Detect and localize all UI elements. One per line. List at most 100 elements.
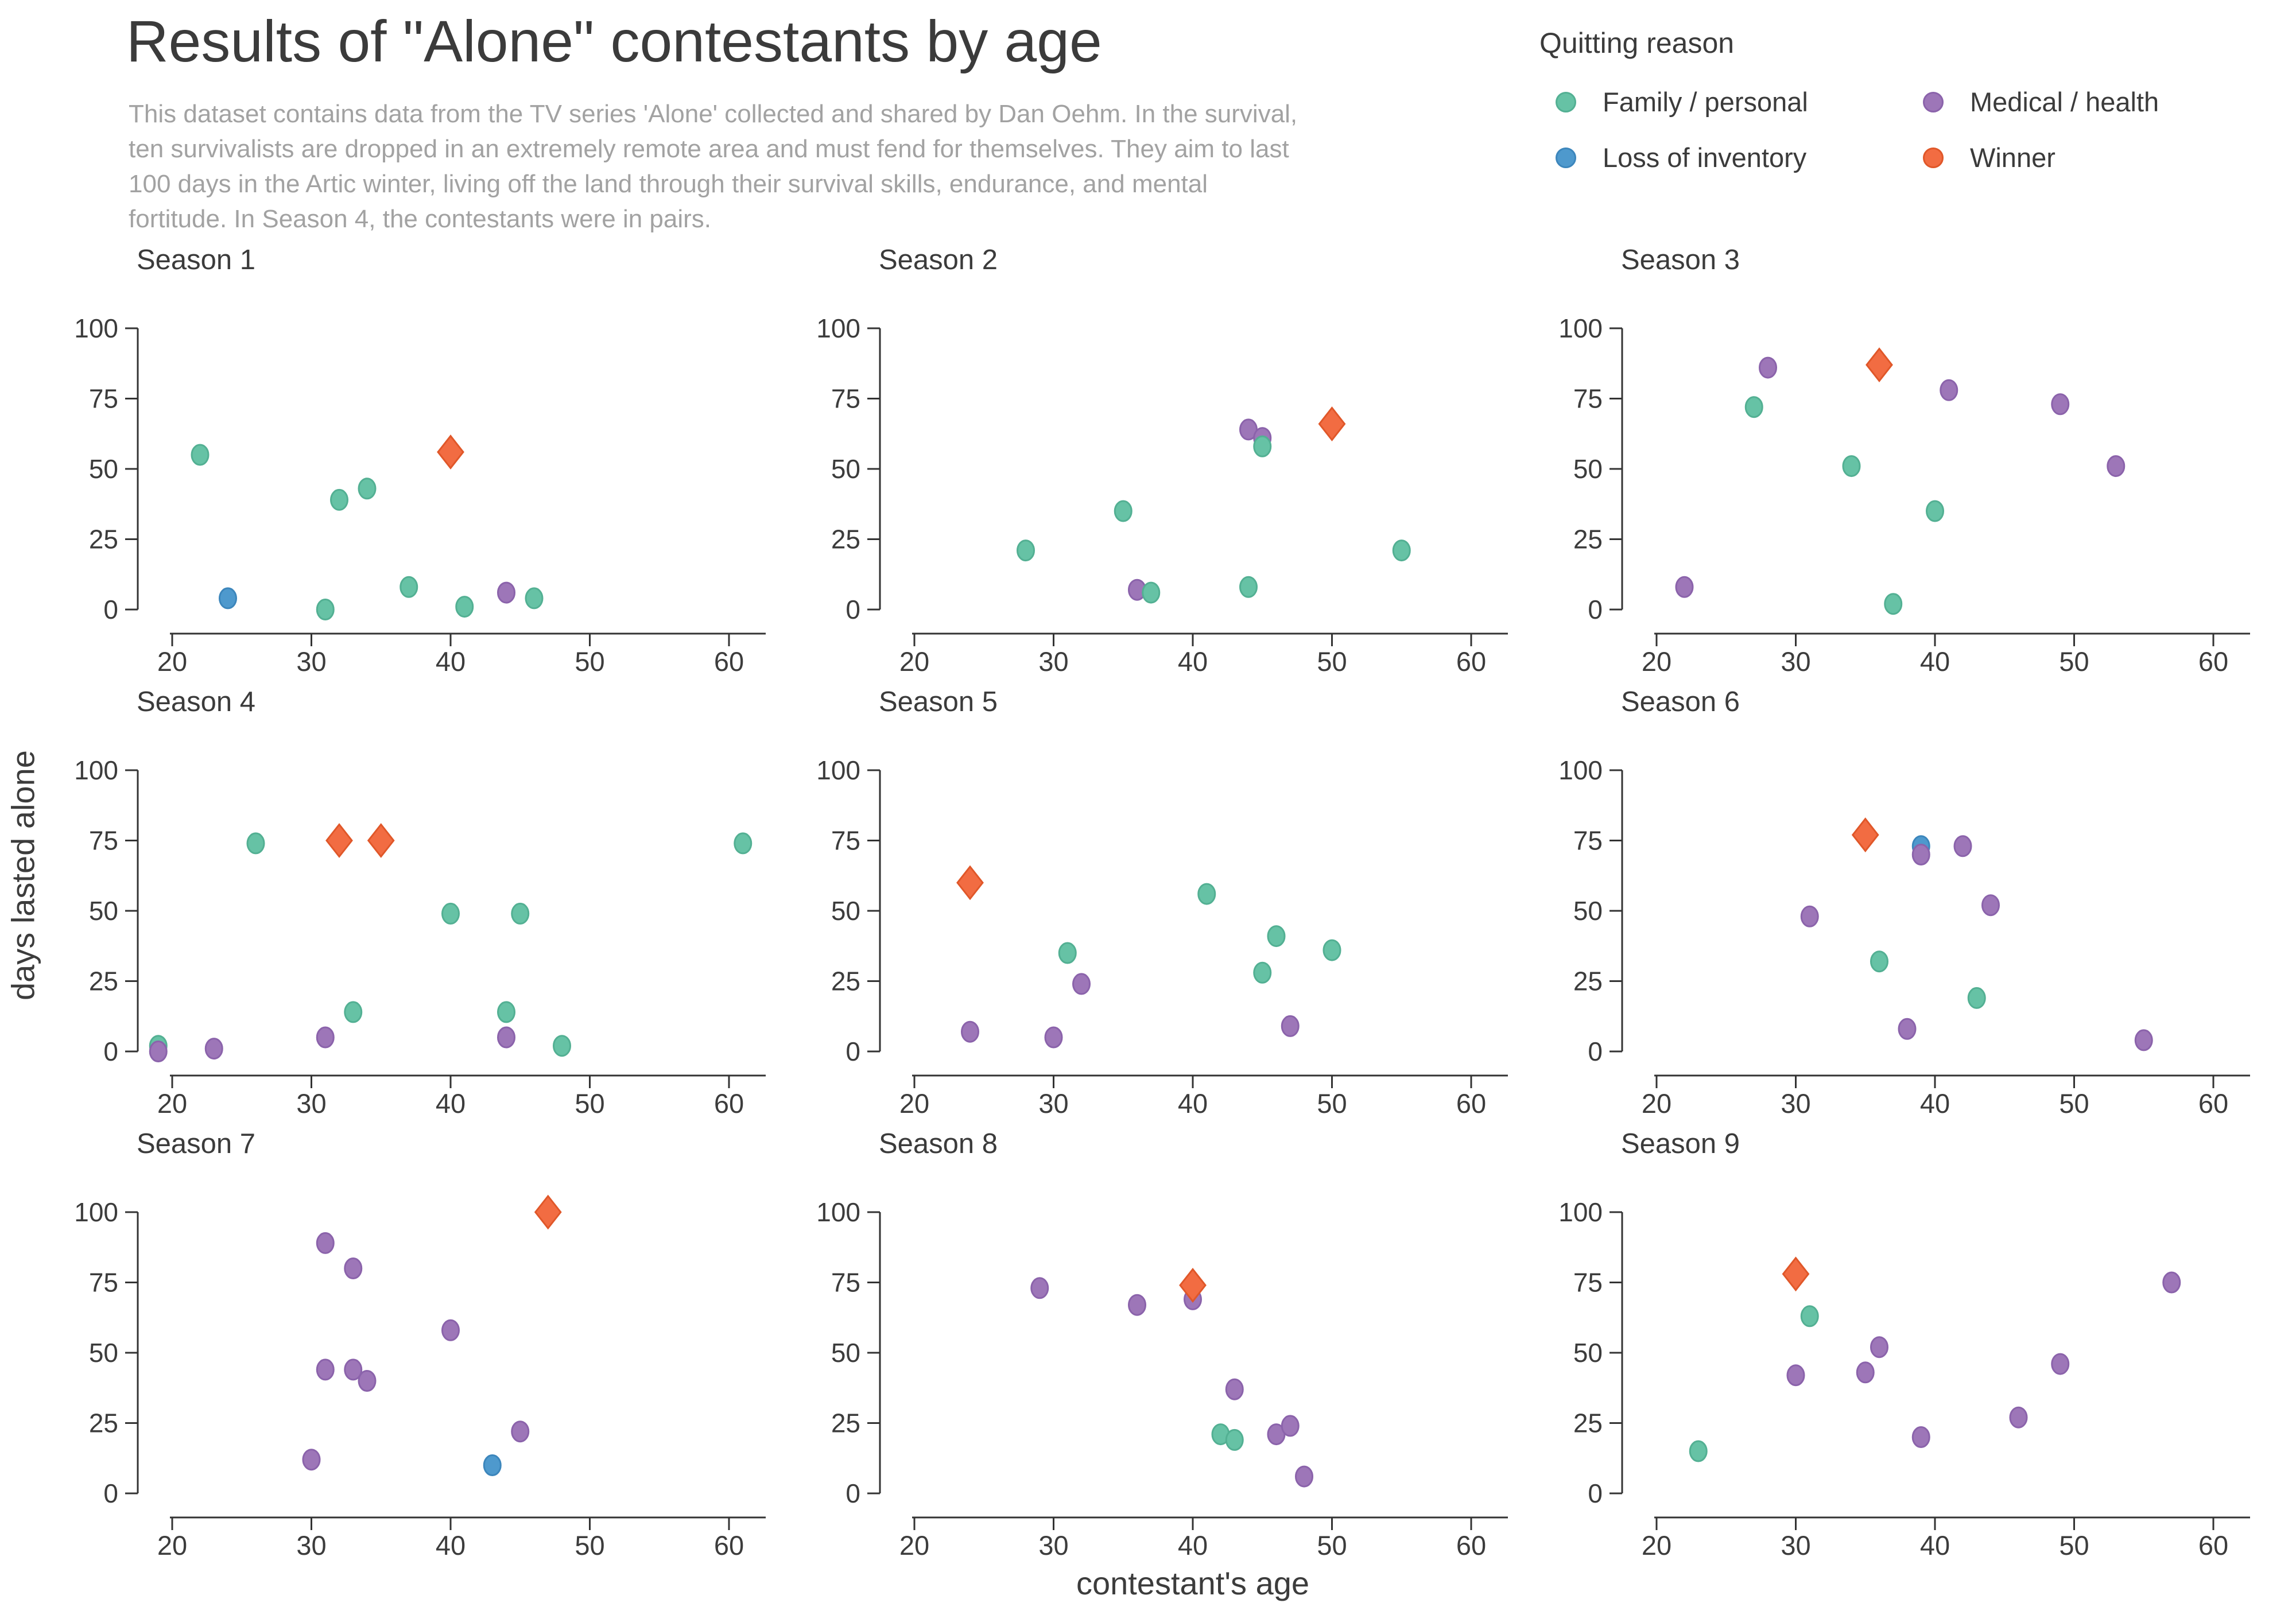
data-point-family (1842, 455, 1861, 478)
data-point-family (1114, 500, 1133, 522)
legend-item-label: Medical / health (1970, 87, 2159, 117)
x-tick-label: 60 (714, 1088, 744, 1119)
y-tick-label: 0 (103, 1037, 118, 1066)
data-point-medical (1911, 844, 1930, 865)
x-axis: 20 30 40 50 60 (1642, 1516, 2250, 1561)
data-point-medical (441, 1319, 460, 1341)
x-tick-label: 40 (1178, 1088, 1208, 1119)
legend-item-family: Family / personal (1539, 86, 1907, 118)
facet-grid: Season 1 0 25 50 75 100 20 30 40 50 60 Season 2 0 25 5… (69, 244, 2295, 1570)
y-tick-label: 25 (831, 525, 860, 554)
data-point-family (1870, 950, 1888, 973)
data-point-medical (961, 1020, 979, 1043)
data-point-family (1197, 883, 1216, 905)
x-tick-label: 60 (714, 646, 744, 677)
y-axis: 0 25 50 75 100 (816, 313, 881, 624)
data-point-family (497, 1001, 515, 1023)
loss-of-inventory-swatch-icon (1556, 147, 1576, 168)
data-point-family (455, 596, 474, 618)
data-point-family (1926, 500, 1944, 522)
legend-item-label: Winner (1970, 142, 2055, 173)
subtitle-line: ten survivalists are dropped in an extre… (129, 135, 1289, 163)
data-point-winner (1179, 1267, 1207, 1303)
data-point-medical (1281, 1015, 1300, 1037)
x-tick-label: 30 (296, 1530, 326, 1561)
x-tick-label: 40 (1920, 646, 1950, 677)
x-tick-label: 20 (157, 646, 187, 677)
facet-title: Season 6 (1621, 686, 1740, 717)
page-subtitle: This dataset contains data from the TV s… (129, 96, 1297, 236)
facet-title: Season 2 (879, 244, 998, 275)
data-point-medical (204, 1038, 223, 1060)
subtitle-line: fortitude. In Season 4, the contestants … (129, 205, 712, 233)
data-point-family (1142, 581, 1161, 604)
medical-health-swatch-icon (1923, 91, 1944, 112)
data-point-medical (497, 1026, 515, 1049)
x-tick-label: 50 (575, 646, 604, 677)
facet-season-2: Season 2 0 25 50 75 100 20 30 40 50 60 (811, 244, 1553, 686)
data-point-medical (1870, 1336, 1888, 1358)
data-point-medical (1911, 1426, 1930, 1448)
facet-plot: 0 25 50 75 100 20 30 40 50 60 (816, 755, 1508, 1119)
winner-swatch-icon (1923, 147, 1944, 168)
data-point-medical (2162, 1271, 2181, 1294)
facet-season-4: Season 4 0 25 50 75 100 20 30 40 50 60 (69, 686, 811, 1128)
data-point-family (1689, 1440, 1708, 1462)
x-tick-label: 30 (1038, 646, 1068, 677)
data-point-family (1800, 1305, 1819, 1327)
facet-title: Season 8 (879, 1128, 998, 1159)
y-tick-label: 0 (846, 595, 860, 624)
data-point-medical (2134, 1029, 2153, 1051)
y-axis: 0 25 50 75 100 (74, 755, 139, 1066)
data-point-family (1267, 925, 1286, 948)
y-tick-label: 75 (1573, 384, 1603, 414)
x-axis: 20 30 40 50 60 (1642, 632, 2250, 677)
data-point-family (525, 587, 544, 610)
facet-title: Season 4 (137, 686, 256, 717)
facet-title: Season 7 (137, 1128, 256, 1159)
y-axis: 0 25 50 75 100 (74, 313, 139, 624)
data-point-family (1058, 942, 1077, 964)
y-axis: 0 25 50 75 100 (1558, 1197, 1623, 1508)
x-tick-label: 20 (899, 1530, 929, 1561)
x-axis: 20 30 40 50 60 (899, 1516, 1508, 1561)
y-tick-label: 50 (89, 896, 118, 926)
y-tick-label: 0 (103, 595, 118, 624)
y-tick-label: 50 (831, 1338, 860, 1368)
facet-season-1: Season 1 0 25 50 75 100 20 30 40 50 60 (69, 244, 811, 686)
data-point-family (358, 478, 377, 500)
legend: Quitting reason Family / personal Medica… (1539, 26, 2159, 173)
data-point-winner (956, 865, 984, 900)
data-point-medical (1898, 1018, 1917, 1040)
y-tick-label: 50 (1573, 454, 1603, 484)
data-point-family (1967, 987, 1986, 1009)
facet-plot: 0 25 50 75 100 20 30 40 50 60 (1558, 313, 2250, 677)
data-point-winner (1782, 1256, 1810, 1292)
y-axis: 0 25 50 75 100 (816, 755, 881, 1066)
data-point-winner (1318, 406, 1346, 442)
legend-item-medical: Medical / health (1907, 86, 2159, 118)
y-tick-label: 25 (89, 1408, 118, 1438)
y-tick-label: 50 (89, 1338, 118, 1368)
x-tick-label: 60 (1456, 1530, 1486, 1561)
x-tick-label: 20 (1642, 646, 1671, 677)
data-point-medical (1800, 905, 1819, 927)
x-tick-label: 20 (157, 1088, 187, 1119)
x-tick-label: 40 (436, 1088, 466, 1119)
y-tick-label: 100 (1558, 1197, 1603, 1227)
data-point-family (1253, 435, 1272, 457)
x-axis: 20 30 40 50 60 (157, 1516, 766, 1561)
data-point-winner (1851, 817, 1879, 853)
facet-plot: 0 25 50 75 100 20 30 40 50 60 (816, 313, 1508, 677)
data-point-family (1225, 1429, 1244, 1451)
data-point-family (1253, 961, 1272, 984)
facet-plot: 0 25 50 75 100 20 30 40 50 60 (74, 313, 766, 677)
data-point-family (553, 1035, 571, 1057)
x-tick-label: 50 (1317, 1530, 1347, 1561)
data-point-medical (316, 1026, 335, 1049)
facet-season-9: Season 9 0 25 50 75 100 20 30 40 50 60 (1553, 1128, 2295, 1570)
data-point-medical (1786, 1364, 1805, 1387)
x-tick-label: 50 (575, 1530, 604, 1561)
data-point-medical (1856, 1361, 1875, 1384)
data-point-medical (1759, 356, 1777, 379)
